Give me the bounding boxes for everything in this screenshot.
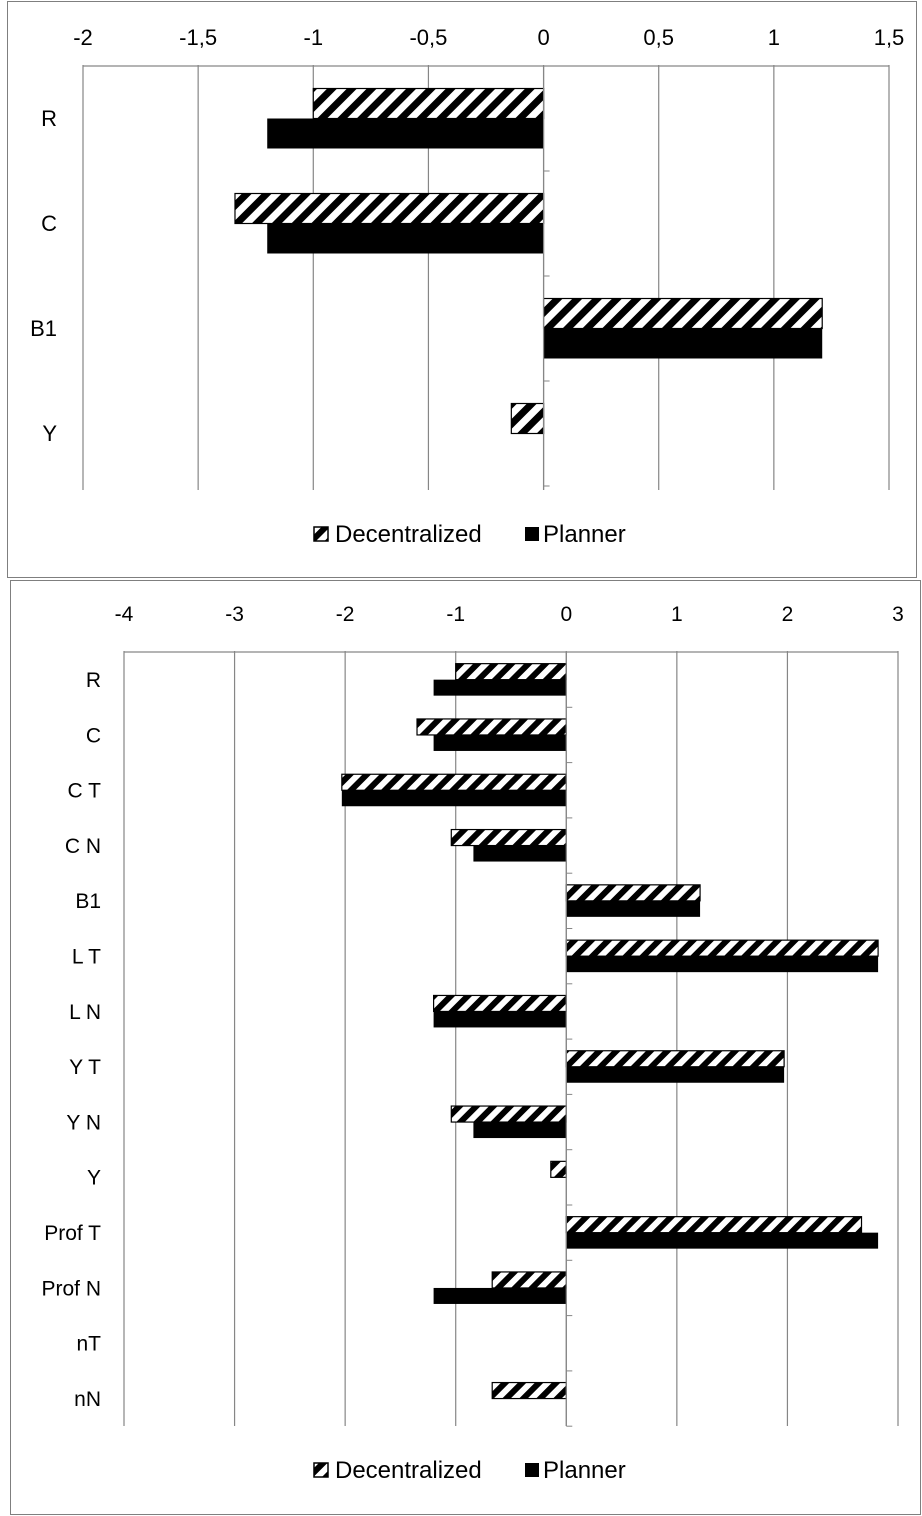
x-tick-label: -1: [446, 603, 465, 626]
legend: Decentralized Planner: [313, 521, 626, 548]
category-label: L N: [69, 1001, 101, 1024]
bar-decentralized: [234, 192, 545, 225]
chart-2: -4 -3 -2 -1 0 1 2 3 R C C T C N B1 L T L N Y T Y N Y Prof …: [10, 580, 921, 1515]
bar-planner: [433, 679, 567, 696]
category-label: L T: [72, 946, 101, 969]
bar-decentralized: [510, 402, 545, 435]
x-tick-label: 0: [560, 603, 572, 626]
x-tick-label: 0,5: [643, 25, 674, 50]
category-label: Y: [87, 1167, 101, 1190]
x-tick-label: 2: [782, 603, 794, 626]
bar-decentralized: [565, 1216, 863, 1234]
bar-decentralized: [455, 663, 567, 681]
legend: Decentralized Planner: [313, 1457, 626, 1484]
x-tick-label: -1,5: [179, 25, 217, 50]
bar-decentralized: [491, 1381, 567, 1400]
x-tick-label: -1: [304, 25, 324, 50]
bar-decentralized: [312, 87, 545, 120]
bar-decentralized: [491, 1271, 567, 1289]
bar-planner: [433, 1287, 567, 1304]
x-tick-label: -0,5: [409, 25, 447, 50]
x-tick-label: -2: [73, 25, 93, 50]
chart-1: -2 -1,5 -1 -0,5 0 0,5 1 1,5 R C B1 Y Decentralized Pl…: [7, 1, 917, 578]
x-tick-label: -3: [225, 603, 244, 626]
bar-planner: [473, 845, 567, 862]
x-tick-label: -4: [115, 603, 134, 626]
bar-planner: [566, 956, 879, 973]
bar-planner: [566, 900, 701, 917]
bar-planner: [543, 328, 823, 359]
bar-planner: [473, 1122, 567, 1139]
x-tick-label: 1: [768, 25, 780, 50]
bar-decentralized: [565, 1050, 785, 1068]
bar-planner: [267, 223, 544, 254]
bar-planner: [433, 1011, 567, 1028]
category-label: R: [86, 669, 101, 692]
x-tick-label: 1,5: [874, 25, 905, 50]
bar-decentralized: [341, 773, 567, 791]
bar-decentralized: [542, 297, 823, 330]
bar-decentralized: [565, 939, 879, 957]
bar-decentralized: [416, 718, 567, 736]
x-tick-label: 3: [892, 603, 904, 626]
bar-planner: [433, 734, 567, 751]
legend-label-decentralized: Decentralized: [335, 521, 482, 548]
x-tick-label: 0: [537, 25, 549, 50]
category-label: nN: [74, 1388, 101, 1411]
category-label: B1: [75, 890, 101, 913]
category-label: C T: [68, 780, 102, 803]
legend-label-planner: Planner: [543, 1457, 626, 1484]
legend-swatch-planner: [525, 1463, 539, 1477]
category-label: Prof N: [41, 1277, 101, 1300]
x-tick-label: -2: [336, 603, 355, 626]
category-label: Prof T: [44, 1222, 101, 1245]
legend-label-planner: Planner: [543, 521, 626, 548]
chart-border: [7, 1, 917, 578]
x-tick-label: 1: [671, 603, 683, 626]
bar-planner: [566, 1066, 785, 1083]
chart-border: [10, 580, 921, 1515]
bar-planner: [566, 1232, 879, 1249]
bar-decentralized: [450, 828, 567, 847]
category-label: nT: [76, 1333, 101, 1356]
category-label: Y: [42, 421, 57, 446]
bar-decentralized: [433, 994, 567, 1013]
legend-label-decentralized: Decentralized: [335, 1457, 482, 1484]
bar-decentralized: [550, 1160, 567, 1178]
legend-swatch-decentralized: [313, 526, 329, 542]
category-label: C: [86, 724, 101, 747]
bar-decentralized: [565, 884, 701, 902]
bar-decentralized: [450, 1105, 567, 1123]
legend-swatch-planner: [525, 527, 539, 541]
legend-swatch-decentralized: [313, 1462, 329, 1478]
category-label: R: [41, 106, 57, 131]
category-label: B1: [30, 316, 57, 341]
category-label: Y N: [66, 1111, 101, 1134]
category-label: Y T: [69, 1056, 101, 1079]
category-label: C: [41, 211, 57, 236]
category-label: C N: [65, 835, 101, 858]
bar-planner: [341, 790, 567, 807]
bar-planner: [267, 118, 544, 149]
